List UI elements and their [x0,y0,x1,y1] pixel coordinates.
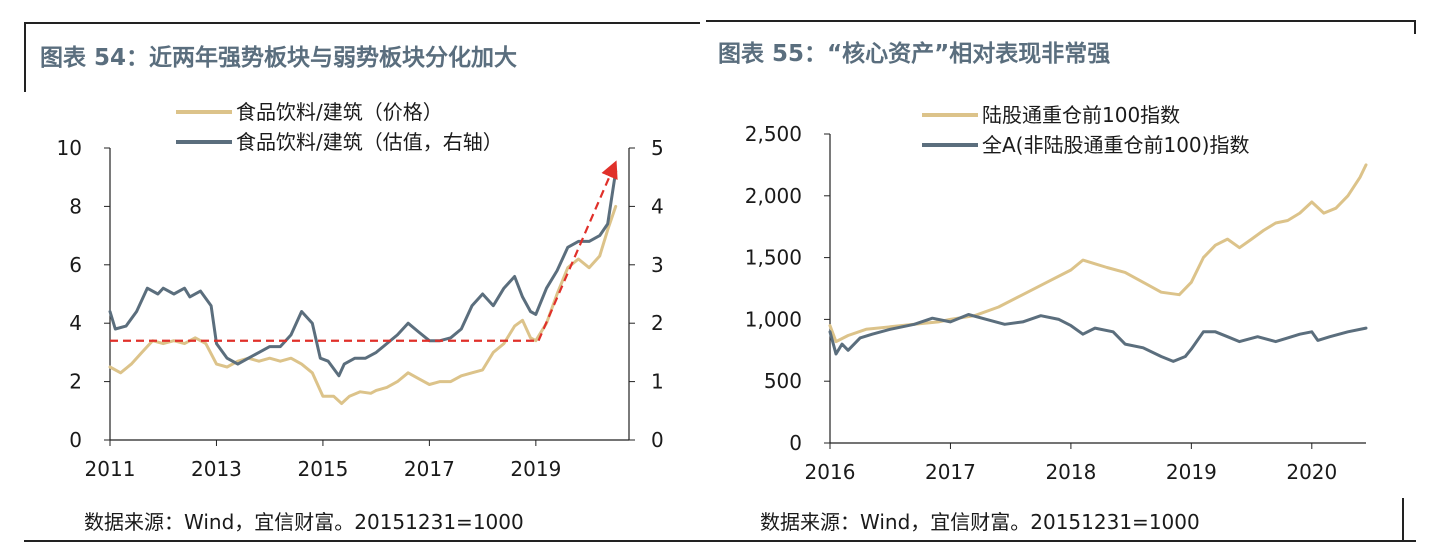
chart1-y-left-tick-label: 6 [69,253,82,277]
panel1-source: 数据来源：Wind，宜信财富。20151231=1000 [84,510,524,534]
chart2-y-left-tick-label: 2,500 [745,122,802,146]
chart1-dashed-trend-arrow [537,160,618,342]
chart1-y-right-tick-label: 4 [651,194,664,218]
chart2-y-left-tick-label: 0 [789,431,802,455]
panel2-title: 图表 55：“核心资产”相对表现非常强 [718,41,1111,67]
chart1-series-line-2 [108,169,618,378]
chart1-y-right-tick-label: 3 [651,253,664,277]
chart2-y-left-tick-label: 500 [764,369,802,393]
chart2-x-tick-label: 2018 [1045,460,1096,484]
chart1-legend-label-1: 食品饮料/建筑（价格） [236,100,443,124]
chart2-y-left-tick-label: 1,000 [745,307,802,331]
chart2-x-tick-label: 2020 [1286,460,1337,484]
chart1-x-tick-label: 2017 [404,457,455,481]
chart1-y-left-tick-label: 2 [69,370,82,394]
chart1-y-right-tick-label: 1 [651,370,664,394]
chart2-series-line-2 [828,313,1368,363]
panel1-top-rule [24,22,700,24]
panel2-top-rule [706,20,1416,22]
chart1-y-left-tick-label: 8 [69,194,82,218]
chart1-y-right-tick-label: 5 [651,136,664,160]
chart1-y-left-tick-label: 4 [69,311,82,335]
panel2-bottom-right-rule [1402,498,1404,540]
chart2-x-tick-label: 2017 [925,460,976,484]
chart1-x-tick-label: 2013 [191,457,242,481]
chart2-legend-label-2: 全A(非陆股通重仓前100)指数 [982,133,1249,157]
chart2-x-tick-label: 2019 [1166,460,1217,484]
chart2-legend-label-1: 陆股通重仓前100指数 [982,103,1180,127]
chart1-y-right-tick-label: 2 [651,311,664,335]
chart1-y-left-tick-label: 0 [69,428,82,452]
bottom-rule [24,540,1416,542]
chart2-x-tick-label: 2016 [805,460,856,484]
chart1-x-tick-label: 2015 [297,457,348,481]
panel1-title: 图表 54：近两年强势板块与弱势板块分化加大 [40,45,518,71]
chart1-x-tick-label: 2011 [85,457,136,481]
chart1-legend-label-2: 食品饮料/建筑（估值，右轴） [236,130,503,154]
chart2-y-left-tick-label: 1,500 [745,246,802,270]
chart2-series-line-1 [828,163,1368,344]
chart1-x-tick-label: 2019 [510,457,561,481]
panel2-source: 数据来源：Wind，宜信财富。20151231=1000 [760,510,1200,534]
chart1-y-right-tick-label: 0 [651,428,664,452]
chart2-y-left-tick-label: 2,000 [745,184,802,208]
panel2-right-rule [1414,20,1416,34]
chart1-y-left-tick-label: 10 [57,136,82,160]
panel1-left-rule [24,22,26,92]
chart1-series-line-1 [108,204,618,405]
